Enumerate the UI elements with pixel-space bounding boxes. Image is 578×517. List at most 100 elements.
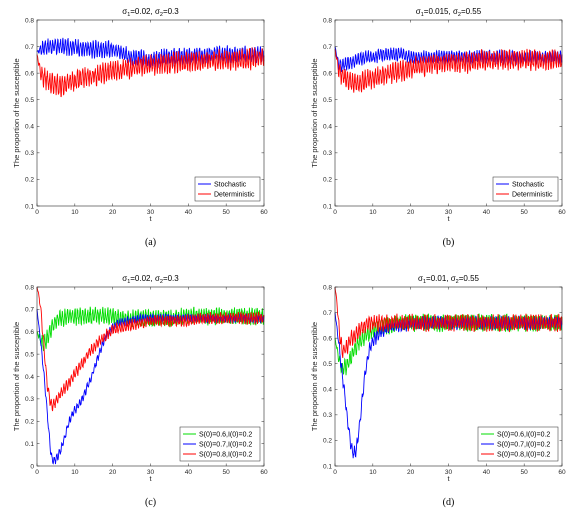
y-tick-label: 0.1: [323, 203, 332, 210]
x-axis-label: t: [447, 474, 450, 483]
y-tick-label: 0.3: [25, 150, 34, 157]
legend-box: [194, 176, 261, 202]
x-tick-label: 30: [445, 209, 453, 216]
panel-caption: (c): [145, 497, 156, 508]
x-axis-label: t: [149, 474, 152, 483]
x-tick-label: 30: [445, 469, 453, 476]
x-tick-label: 60: [260, 209, 268, 216]
legend: Stochastic Deterministic: [194, 176, 261, 202]
legend-label: S(0)=0.8,I(0)=0.2: [497, 452, 550, 459]
y-tick-label: 0.2: [323, 177, 332, 184]
y-tick-label: 0.8: [25, 284, 34, 291]
series-group: [334, 286, 563, 459]
x-axis-label: t: [447, 214, 450, 223]
y-axis-label: The proportion of the susceptible: [310, 58, 319, 167]
y-tick-label: 0.1: [25, 203, 34, 210]
panel-title: σ1=0.02, σ2=0.3: [122, 7, 179, 18]
x-tick-label: 50: [223, 469, 231, 476]
y-tick-label: 0.4: [323, 387, 332, 394]
y-tick-label: 0.2: [25, 177, 34, 184]
legend-label: Deterministic: [214, 192, 255, 199]
panel-caption: (d): [443, 497, 455, 508]
y-tick-label: 0.5: [25, 351, 34, 358]
x-tick-label: 10: [71, 209, 79, 216]
x-tick-label: 50: [521, 209, 529, 216]
legend-box: [492, 176, 559, 202]
y-tick-label: 0.6: [323, 70, 332, 77]
y-tick-label: 0.6: [323, 335, 332, 342]
panel-caption: (a): [145, 237, 156, 248]
y-axis-label: The proportion of the susceptible: [12, 58, 21, 167]
legend: S(0)=0.6,I(0)=0.2 S(0)=0.7,I(0)=0.2 S(0)=0…: [179, 426, 261, 462]
y-tick-label: 0.3: [25, 396, 34, 403]
legend-label: Deterministic: [512, 192, 553, 199]
y-tick-label: 0.1: [323, 463, 332, 470]
legend: S(0)=0.6,I(0)=0.2 S(0)=0.7,I(0)=0.2 S(0)=0…: [477, 426, 559, 462]
panel-d: 0 10 20 30 40 50 60 0.1 0.2 0.3 0.4 0.5 0.6 0.7 0.8 t Th…: [310, 274, 566, 508]
x-tick-label: 60: [260, 469, 268, 476]
x-tick-label: 0: [35, 469, 39, 476]
y-tick-label: 0.3: [323, 150, 332, 157]
x-tick-label: 30: [147, 209, 155, 216]
x-tick-label: 0: [35, 209, 39, 216]
legend-label: Stochastic: [512, 182, 545, 189]
x-tick-label: 10: [369, 209, 377, 216]
x-tick-label: 10: [369, 469, 377, 476]
y-tick-label: 0.4: [323, 124, 332, 131]
legend-label: S(0)=0.7,I(0)=0.2: [199, 442, 252, 449]
y-tick-label: 0.6: [25, 329, 34, 336]
y-tick-label: 0.7: [323, 44, 332, 51]
legend-label: S(0)=0.6,I(0)=0.2: [497, 432, 550, 439]
y-tick-label: 0.5: [25, 97, 34, 104]
x-tick-label: 0: [333, 469, 337, 476]
y-tick-label: 0: [30, 463, 34, 470]
x-tick-label: 20: [109, 469, 117, 476]
y-tick-label: 0.6: [25, 70, 34, 77]
x-tick-label: 60: [558, 209, 566, 216]
panel-b: 0 10 20 30 40 50 60 0.1 0.2 0.3 0.4 0.5 0.6 0.7 0.8 t Th…: [310, 7, 566, 248]
x-tick-label: 60: [558, 469, 566, 476]
series-line-3: [334, 286, 563, 358]
y-axis-label: The proportion of the susceptible: [12, 322, 21, 431]
y-tick-label: 0.3: [323, 412, 332, 419]
x-tick-label: 20: [407, 469, 415, 476]
y-tick-label: 0.8: [323, 284, 332, 291]
panel-caption: (b): [443, 237, 455, 248]
panel-a: 0 10 20 30 40 50 60 0.1 0.2 0.3 0.4 0.5 0.6 0.7 0.8 t Th…: [12, 7, 268, 248]
y-tick-label: 0.2: [25, 419, 34, 426]
legend: Stochastic Deterministic: [492, 176, 559, 202]
x-tick-label: 20: [407, 209, 415, 216]
legend-label: S(0)=0.6,I(0)=0.2: [199, 432, 252, 439]
x-tick-label: 0: [333, 209, 337, 216]
series-line-3: [36, 286, 265, 412]
y-tick-label: 0.1: [25, 441, 34, 448]
x-tick-label: 30: [147, 469, 155, 476]
series-group: [36, 286, 265, 465]
series-line-2: [334, 48, 563, 93]
panel-c: 0 10 20 30 40 50 60 0 0.1 0.2 0.3 0.4 0.5 0.6 0.7 0.8 t T…: [12, 274, 268, 508]
y-tick-label: 0.7: [25, 44, 34, 51]
legend-label: S(0)=0.7,I(0)=0.2: [497, 442, 550, 449]
panel-title: σ1=0.015, σ2=0.55: [416, 7, 482, 18]
x-axis-label: t: [149, 214, 152, 223]
y-tick-label: 0.5: [323, 361, 332, 368]
x-tick-label: 40: [483, 209, 491, 216]
y-tick-label: 0.7: [323, 310, 332, 317]
y-tick-label: 0.8: [25, 17, 34, 24]
x-tick-label: 50: [223, 209, 231, 216]
y-tick-label: 0.4: [25, 124, 34, 131]
panel-title: σ1=0.02, σ2=0.3: [122, 274, 179, 285]
y-tick-label: 0.7: [25, 307, 34, 314]
series-group: [36, 37, 265, 98]
series-line-2: [36, 47, 265, 98]
legend-label: S(0)=0.8,I(0)=0.2: [199, 452, 252, 459]
series-group: [334, 46, 563, 93]
panel-title: σ1=0.01, σ2=0.55: [418, 274, 479, 285]
y-tick-label: 0.5: [323, 97, 332, 104]
y-tick-label: 0.4: [25, 374, 34, 381]
x-tick-label: 40: [185, 469, 193, 476]
y-axis-label: The proportion of the susceptible: [310, 322, 319, 431]
series-line-1: [36, 306, 265, 352]
x-tick-label: 40: [185, 209, 193, 216]
